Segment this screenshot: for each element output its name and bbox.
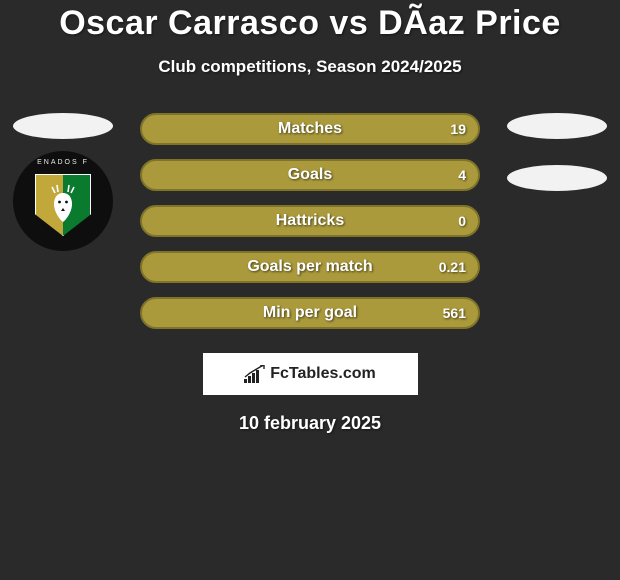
stat-value-right: 4: [458, 167, 466, 183]
brand-box: FcTables.com: [203, 353, 418, 395]
page-root: Oscar Carrasco vs DÃ­az Price Club compe…: [0, 0, 620, 580]
footer-date: 10 february 2025: [0, 413, 620, 434]
stat-value-right: 561: [443, 305, 466, 321]
stats-zone: ENADOS F Matches19Goals4Hattri: [0, 113, 620, 329]
club-badge-left: ENADOS F: [13, 151, 113, 251]
stat-bar: Goals 4: [140, 159, 480, 191]
stat-bars: Matches 19 Goals 4 Hattricks 0 Goals per match…: [140, 113, 480, 329]
chart-icon: [244, 365, 266, 383]
stat-bar: Min per goal 561: [140, 297, 480, 329]
brand-text: FcTables.com: [270, 365, 376, 383]
stat-value-right: 0.21: [439, 259, 466, 275]
player-photo-placeholder-left: [13, 113, 113, 139]
stat-value-right: 19: [450, 121, 466, 137]
stat-bar: Goals per match 0.21: [140, 251, 480, 283]
stat-label: Matches: [278, 120, 342, 138]
player-photo-placeholder-right-2: [507, 165, 607, 191]
stat-label: Min per goal: [263, 304, 357, 322]
page-subtitle: Club competitions, Season 2024/2025: [0, 57, 620, 77]
stat-label: Hattricks: [276, 212, 344, 230]
player-photo-placeholder-right-1: [507, 113, 607, 139]
stat-label: Goals: [288, 166, 332, 184]
left-player-col: ENADOS F: [8, 113, 118, 251]
stat-value-right: 0: [458, 213, 466, 229]
right-player-col: [502, 113, 612, 191]
stat-bar: Matches 19: [140, 113, 480, 145]
stat-label: Goals per match: [247, 258, 372, 276]
stat-bar: Hattricks 0: [140, 205, 480, 237]
badge-shield: [35, 174, 91, 236]
deer-icon: [46, 184, 80, 224]
badge-arc-text: ENADOS F: [37, 159, 89, 166]
page-title: Oscar Carrasco vs DÃ­az Price: [0, 4, 620, 43]
